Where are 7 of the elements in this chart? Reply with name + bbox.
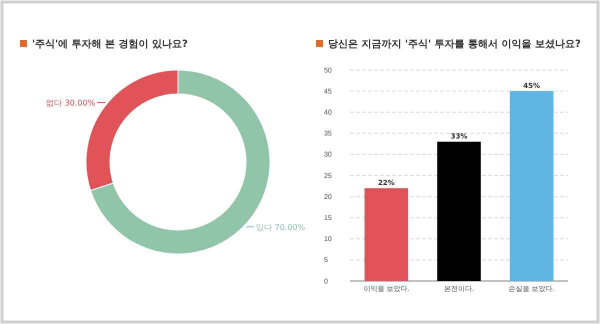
chart-title: 당신은 지금까지 '주식' 투자를 통해서 이익을 보셨나요?: [328, 39, 582, 50]
bar: [437, 142, 481, 281]
slice-label: 없다 30.00%: [46, 98, 96, 108]
slice-label: 있다 70.00%: [256, 222, 306, 232]
bar: [364, 188, 408, 281]
chart-title: '주식'에 투자해 본 경험이 있나요?: [32, 39, 188, 50]
bar: [510, 91, 554, 281]
